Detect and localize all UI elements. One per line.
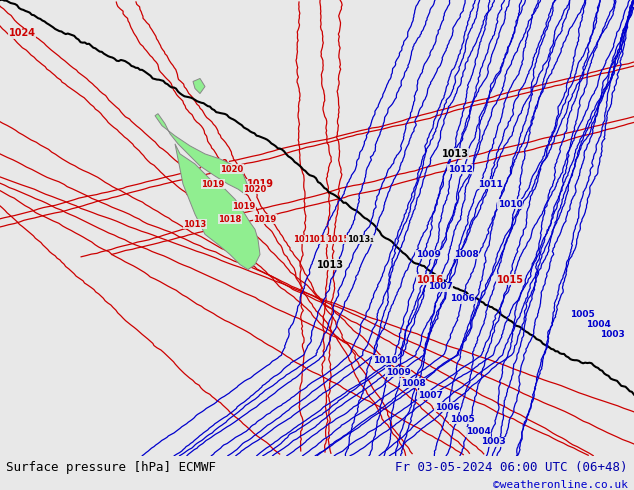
Text: 1020: 1020	[221, 165, 243, 173]
Text: Surface pressure [hPa] ECMWF: Surface pressure [hPa] ECMWF	[6, 461, 216, 474]
Text: 1018: 1018	[218, 215, 242, 224]
Text: 1015₁: 1015₁	[327, 235, 354, 244]
Text: ©weatheronline.co.uk: ©weatheronline.co.uk	[493, 480, 628, 490]
Polygon shape	[193, 78, 205, 94]
Text: 1020: 1020	[243, 185, 267, 194]
Text: 1004: 1004	[465, 427, 491, 436]
Polygon shape	[175, 144, 260, 270]
Text: 1020: 1020	[202, 159, 228, 169]
Text: 1006: 1006	[435, 403, 460, 412]
Text: 1007: 1007	[427, 282, 453, 291]
Text: 1019: 1019	[233, 202, 256, 211]
Text: 1009: 1009	[415, 250, 441, 259]
Text: 1003: 1003	[481, 437, 505, 446]
Text: 1006: 1006	[450, 294, 474, 303]
Text: 1019: 1019	[247, 179, 273, 189]
Text: 1008: 1008	[401, 379, 425, 388]
Text: 1024: 1024	[8, 28, 36, 38]
Text: 1005: 1005	[569, 310, 595, 319]
Text: 1016: 1016	[308, 235, 332, 244]
Text: 1016: 1016	[417, 275, 444, 285]
Polygon shape	[155, 114, 248, 194]
Text: 1009: 1009	[385, 368, 410, 377]
Text: 1013: 1013	[183, 220, 207, 229]
Text: 1004: 1004	[586, 320, 611, 329]
Text: 1013₁: 1013₁	[347, 235, 373, 244]
Text: 1013: 1013	[441, 149, 469, 159]
Text: 1003: 1003	[600, 330, 624, 340]
Text: 1019: 1019	[202, 180, 224, 189]
Text: 1015: 1015	[496, 275, 524, 285]
Text: 1008: 1008	[453, 250, 479, 259]
Text: 1019: 1019	[254, 215, 276, 224]
Text: Fr 03-05-2024 06:00 UTC (06+48): Fr 03-05-2024 06:00 UTC (06+48)	[395, 461, 628, 474]
Text: 1011: 1011	[477, 180, 502, 189]
Text: 1013: 1013	[316, 260, 344, 270]
Text: 1010: 1010	[498, 200, 522, 209]
Text: 1007: 1007	[418, 391, 443, 400]
Text: 1017: 1017	[294, 235, 316, 244]
Text: 1012: 1012	[448, 165, 472, 173]
Text: 1010: 1010	[373, 356, 398, 365]
Text: 1005: 1005	[450, 415, 474, 424]
